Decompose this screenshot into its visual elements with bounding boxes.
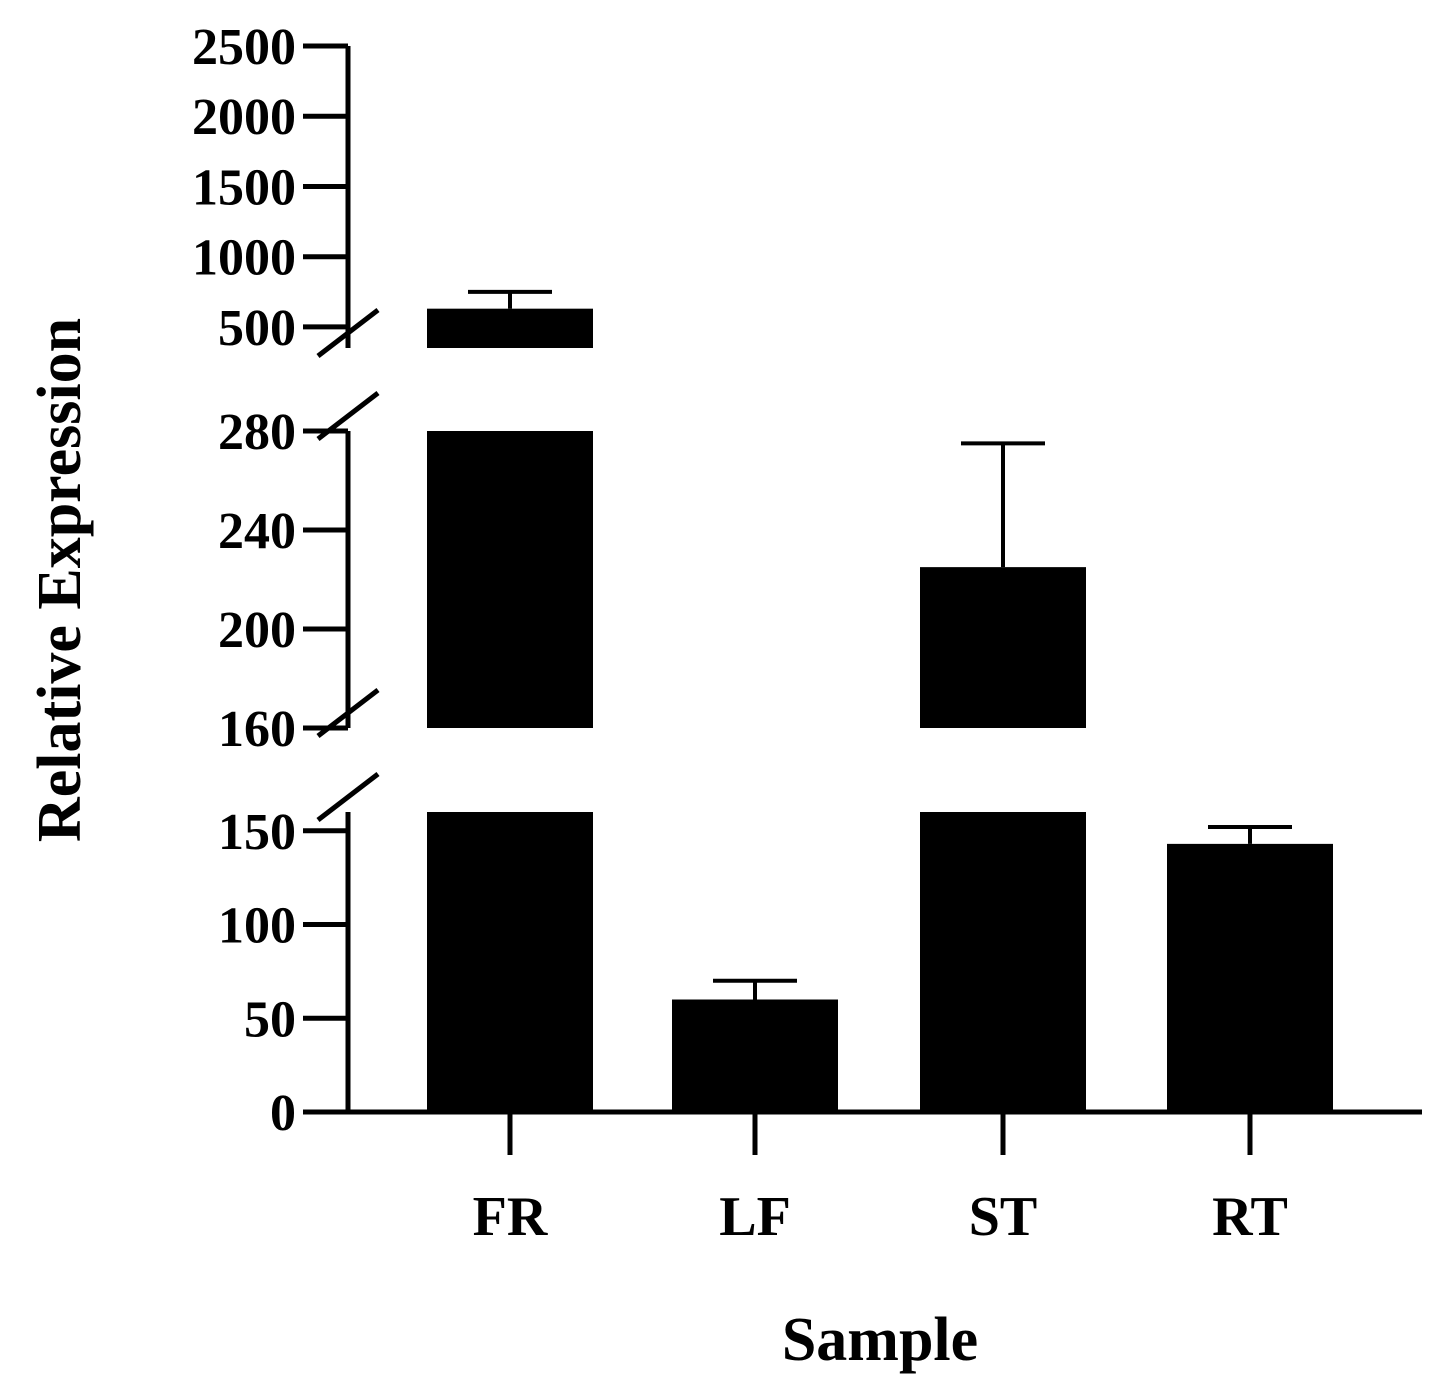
axes <box>303 43 1422 1155</box>
bar-fr <box>427 812 593 1112</box>
y-tick-label: 1500 <box>192 159 296 216</box>
axis-break-mark <box>316 308 380 358</box>
x-tick-label: RT <box>1212 1186 1288 1248</box>
y-axis-title: Relative Expression <box>26 318 94 842</box>
bar-fr <box>427 431 593 728</box>
y-tick-label: 2000 <box>192 89 296 146</box>
x-tick-label: LF <box>719 1186 791 1248</box>
y-tick-label: 280 <box>218 404 296 461</box>
y-tick-label: 100 <box>218 898 296 955</box>
y-tick-label: 500 <box>218 300 296 357</box>
labels: 0 50 100 150 160 200 240 280 500 1000 1500 2000 2500… <box>192 19 1288 1248</box>
y-tick-label: 50 <box>244 991 296 1048</box>
bars <box>427 289 1333 1112</box>
y-tick-label: 0 <box>270 1085 296 1142</box>
y-tick-label: 200 <box>218 602 296 659</box>
y-tick-label: 240 <box>218 503 296 560</box>
bar-fr <box>427 308 593 348</box>
bar-st <box>920 567 1086 728</box>
x-axis-title: Sample <box>782 1306 978 1374</box>
x-tick-label: ST <box>969 1186 1038 1248</box>
axis-break-mark <box>316 772 380 822</box>
bar-lf <box>672 999 838 1112</box>
y-tick-label: 160 <box>218 701 296 758</box>
y-tick-label: 2500 <box>192 19 296 76</box>
bar-rt <box>1167 843 1333 1112</box>
x-tick-label: FR <box>473 1186 548 1248</box>
y-tick-label: 150 <box>218 804 296 861</box>
y-tick-label: 1000 <box>192 230 296 287</box>
bar-st <box>920 812 1086 1112</box>
